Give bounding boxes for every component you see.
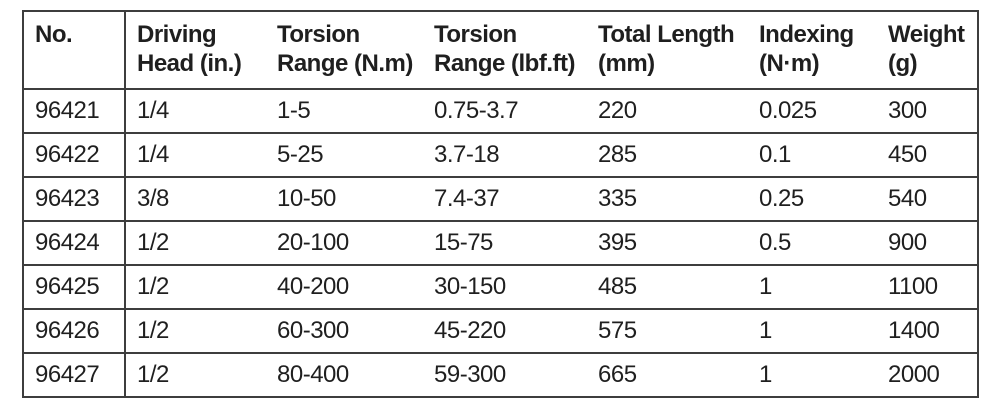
table-cell-total_length: 285 bbox=[598, 141, 637, 168]
table-cell-weight: 540 bbox=[888, 185, 927, 212]
table-cell-no: 96423 bbox=[35, 185, 100, 212]
table-header-row: No. Driving Head (in.) Torsion Range (N.m)… bbox=[24, 12, 977, 88]
table-cell-driving_head: 1/2 bbox=[124, 310, 277, 352]
table-cell-weight: 1400 bbox=[888, 317, 940, 344]
table-cell-indexing: 0.5 bbox=[759, 229, 791, 256]
table-cell-no: 96424 bbox=[35, 229, 100, 256]
header-cell-torsion_nm: Torsion Range (N.m) bbox=[277, 21, 413, 78]
table-cell-torsion_lbfft: 59-300 bbox=[434, 361, 506, 388]
table-cell-total_length: 485 bbox=[598, 273, 637, 300]
table-cell-torsion_nm: 40-200 bbox=[277, 273, 349, 300]
table-row: 96424 1/2 20-100 15-75 395 0.5 900 bbox=[24, 220, 977, 264]
table-cell-torsion_lbfft: 3.7-18 bbox=[434, 141, 500, 168]
table-cell-weight: 300 bbox=[888, 97, 927, 124]
table-cell-driving_head: 1/2 bbox=[124, 222, 277, 264]
table-row: 96422 1/4 5-25 3.7-18 285 0.1 450 bbox=[24, 132, 977, 176]
table-cell-no: 96421 bbox=[35, 97, 100, 124]
table-cell-weight: 1100 bbox=[888, 273, 938, 300]
table-cell-weight: 900 bbox=[888, 229, 927, 256]
header-cell-weight: Weight (g) bbox=[888, 21, 965, 78]
table-cell-no: 96422 bbox=[35, 141, 100, 168]
table-row: 96423 3/8 10-50 7.4-37 335 0.25 540 bbox=[24, 176, 977, 220]
table-cell-indexing: 1 bbox=[759, 361, 772, 388]
table-cell-indexing: 0.1 bbox=[759, 141, 791, 168]
table-cell-torsion_nm: 1-5 bbox=[277, 97, 311, 124]
table-cell-total_length: 395 bbox=[598, 229, 637, 256]
table-cell-torsion_nm: 10-50 bbox=[277, 185, 336, 212]
table-cell-driving_head: 1/4 bbox=[124, 90, 277, 132]
table-row: 96427 1/2 80-400 59-300 665 1 2000 bbox=[24, 352, 977, 396]
table-cell-weight: 2000 bbox=[888, 361, 940, 388]
table-cell-torsion_lbfft: 45-220 bbox=[434, 317, 506, 344]
table-cell-indexing: 1 bbox=[759, 317, 772, 344]
header-cell-indexing: Indexing (N·m) bbox=[759, 21, 854, 78]
table-cell-torsion_lbfft: 7.4-37 bbox=[434, 185, 500, 212]
table-cell-torsion_nm: 5-25 bbox=[277, 141, 324, 168]
header-cell-driving_head: Driving Head (in.) bbox=[124, 12, 277, 88]
table-cell-total_length: 575 bbox=[598, 317, 637, 344]
table-cell-torsion_nm: 20-100 bbox=[277, 229, 349, 256]
table-cell-torsion_nm: 80-400 bbox=[277, 361, 349, 388]
table-cell-total_length: 665 bbox=[598, 361, 637, 388]
header-cell-torsion_lbfft: Torsion Range (lbf.ft) bbox=[434, 21, 575, 78]
table-row: 96426 1/2 60-300 45-220 575 1 1400 bbox=[24, 308, 977, 352]
table-cell-torsion_nm: 60-300 bbox=[277, 317, 349, 344]
header-cell-total_length: Total Length (mm) bbox=[598, 21, 735, 78]
table-cell-indexing: 1 bbox=[759, 273, 772, 300]
table-cell-torsion_lbfft: 15-75 bbox=[434, 229, 493, 256]
table-cell-driving_head: 1/2 bbox=[124, 266, 277, 308]
table-cell-no: 96426 bbox=[35, 317, 100, 344]
table-cell-torsion_lbfft: 0.75-3.7 bbox=[434, 97, 519, 124]
table-row: 96421 1/4 1-5 0.75-3.7 220 0.025 300 bbox=[24, 88, 977, 132]
table-cell-driving_head: 3/8 bbox=[124, 178, 277, 220]
table-cell-total_length: 220 bbox=[598, 97, 637, 124]
table-cell-driving_head: 1/2 bbox=[124, 354, 277, 396]
table-row: 96425 1/2 40-200 30-150 485 1 1100 bbox=[24, 264, 977, 308]
table-cell-weight: 450 bbox=[888, 141, 927, 168]
table-cell-indexing: 0.25 bbox=[759, 185, 804, 212]
table-cell-total_length: 335 bbox=[598, 185, 637, 212]
table-cell-indexing: 0.025 bbox=[759, 97, 817, 124]
torque-wrench-spec-table: No. Driving Head (in.) Torsion Range (N.m)… bbox=[22, 10, 979, 398]
table-cell-no: 96425 bbox=[35, 273, 100, 300]
table-cell-torsion_lbfft: 30-150 bbox=[434, 273, 506, 300]
table-cell-no: 96427 bbox=[35, 361, 100, 388]
table-cell-driving_head: 1/4 bbox=[124, 134, 277, 176]
header-cell-no: No. bbox=[35, 21, 73, 48]
